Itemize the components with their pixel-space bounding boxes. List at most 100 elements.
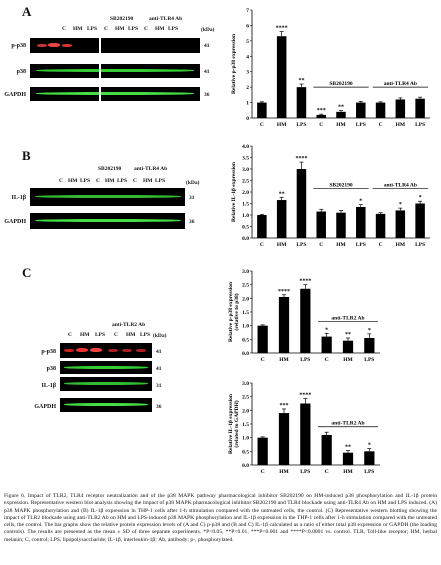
bar <box>257 325 268 353</box>
y-tick-label: 1.0 <box>242 213 249 219</box>
kda-value: 41 <box>204 43 210 49</box>
y-tick-label: 2.5 <box>242 179 249 185</box>
category-label: C <box>325 357 329 363</box>
bar <box>296 169 307 238</box>
significance-marker: *** <box>317 108 326 114</box>
bar <box>257 215 267 238</box>
bar <box>356 206 366 238</box>
bar <box>336 111 346 118</box>
y-tick-label: 1.5 <box>242 422 249 428</box>
y-tick-label: 0.5 <box>242 337 249 343</box>
y-tick-label: 4.0 <box>242 144 249 150</box>
bar <box>336 212 346 238</box>
kda-value: 41 <box>156 349 162 355</box>
lane-label: LPS <box>95 332 106 338</box>
category-label: C <box>319 122 323 128</box>
category-label: LPS <box>300 469 310 475</box>
bar <box>356 102 366 118</box>
bar <box>276 36 287 118</box>
significance-marker: ** <box>279 191 285 197</box>
category-label: LPS <box>415 242 425 248</box>
category-label: HM <box>279 469 289 475</box>
significance-marker: ** <box>298 78 304 84</box>
lane-label: LPS <box>168 26 179 32</box>
y-tick-label: 3.0 <box>242 269 249 275</box>
y-tick-label: 0.0 <box>242 463 249 469</box>
y-axis-label: Relative p-p38 expression <box>231 34 237 94</box>
lane-label: HM <box>143 178 153 184</box>
blot-gapdh <box>30 87 200 101</box>
bar <box>321 336 332 353</box>
y-axis-label: Relative IL-1β expression(related to GAP… <box>228 394 240 454</box>
category-label: HM <box>277 122 287 128</box>
category-label: C <box>319 242 323 248</box>
blot-label-gapdh: GAPDH <box>4 92 26 98</box>
bar <box>415 98 425 118</box>
bar <box>316 114 326 118</box>
lane-label: HM <box>115 26 125 32</box>
group-label-sb202190: SB202190 <box>98 166 122 172</box>
y-tick-label: 0.5 <box>242 449 249 455</box>
bar <box>300 288 311 353</box>
category-label: C <box>261 469 265 475</box>
lane-label: LPS <box>87 26 98 32</box>
bar <box>316 211 326 238</box>
group-label-anti-tlr2: anti-TLR2 Ab <box>112 322 146 328</box>
kda-label: (kDa) <box>201 27 215 33</box>
kda-value: 41 <box>156 366 162 372</box>
category-label: LPS <box>415 122 425 128</box>
group-label: anti-TLR4 Ab <box>384 81 417 87</box>
panel-label-b: B <box>22 148 31 163</box>
category-label: HM <box>343 357 353 363</box>
lane-label: C <box>144 26 148 32</box>
category-label: HM <box>336 122 346 128</box>
category-label: C <box>260 242 264 248</box>
bar <box>375 213 386 238</box>
blot-label-p-p38: p-p38 <box>11 43 26 49</box>
lane-label: LPS <box>140 332 151 338</box>
category-label: LPS <box>364 357 374 363</box>
group-label-sb202190: SB202190 <box>110 16 134 22</box>
blot-label-gapdh: GAPDH <box>4 219 26 225</box>
group-label-anti-tlr4: anti-TLR4 Ab <box>134 166 168 172</box>
bar <box>342 452 354 465</box>
y-tick-label: 1.5 <box>242 202 249 208</box>
category-label: LPS <box>296 122 306 128</box>
y-tick-label: 0 <box>246 116 249 122</box>
panel-label-c: C <box>22 265 32 280</box>
significance-marker: ** <box>345 445 351 451</box>
bar <box>364 337 375 353</box>
category-label: HM <box>277 242 287 248</box>
blot-p38 <box>60 361 152 374</box>
significance-marker: * <box>359 199 362 205</box>
significance-marker: ** <box>345 332 351 338</box>
bar <box>257 102 267 118</box>
significance-marker: *** <box>280 403 289 409</box>
kda-value: 31 <box>156 383 162 389</box>
significance-marker: * <box>325 327 328 333</box>
significance-marker: * <box>368 443 371 449</box>
bar-chart-c-bottom: 0.0 0.5 1.0 1.5 2.0 2.5 3.0 Relative IL-1β expr… <box>228 381 380 475</box>
lane-label: C <box>104 26 108 32</box>
group-label-anti-tlr4: anti-TLR4 Ab <box>149 16 183 22</box>
lane-label: LPS <box>128 26 139 32</box>
lane-label: HM <box>80 332 90 338</box>
bar <box>276 200 287 238</box>
figure-caption: Figure 6. Impact of TLR2, TLR4 receptor … <box>4 493 437 543</box>
category-label: LPS <box>300 357 310 363</box>
y-tick-label: 1.5 <box>242 310 249 316</box>
blot-label-il1b: IL-1β <box>41 383 57 389</box>
blot-il1b <box>60 377 152 391</box>
blot-label-il1b: IL-1β <box>11 195 27 201</box>
kda-label: (kDa) <box>153 333 167 339</box>
group-label: anti-TLR2 Ab <box>331 316 364 322</box>
lane-label: HM <box>68 178 78 184</box>
blot-label-gapdh: GAPDH <box>34 404 56 410</box>
blot-p38 <box>30 64 200 78</box>
significance-marker: * <box>399 202 402 208</box>
y-tick-label: 1 <box>246 101 249 107</box>
y-tick-label: 3.5 <box>242 156 249 162</box>
bar <box>278 296 290 353</box>
blot-gapdh <box>60 398 152 412</box>
category-label: LPS <box>356 122 366 128</box>
